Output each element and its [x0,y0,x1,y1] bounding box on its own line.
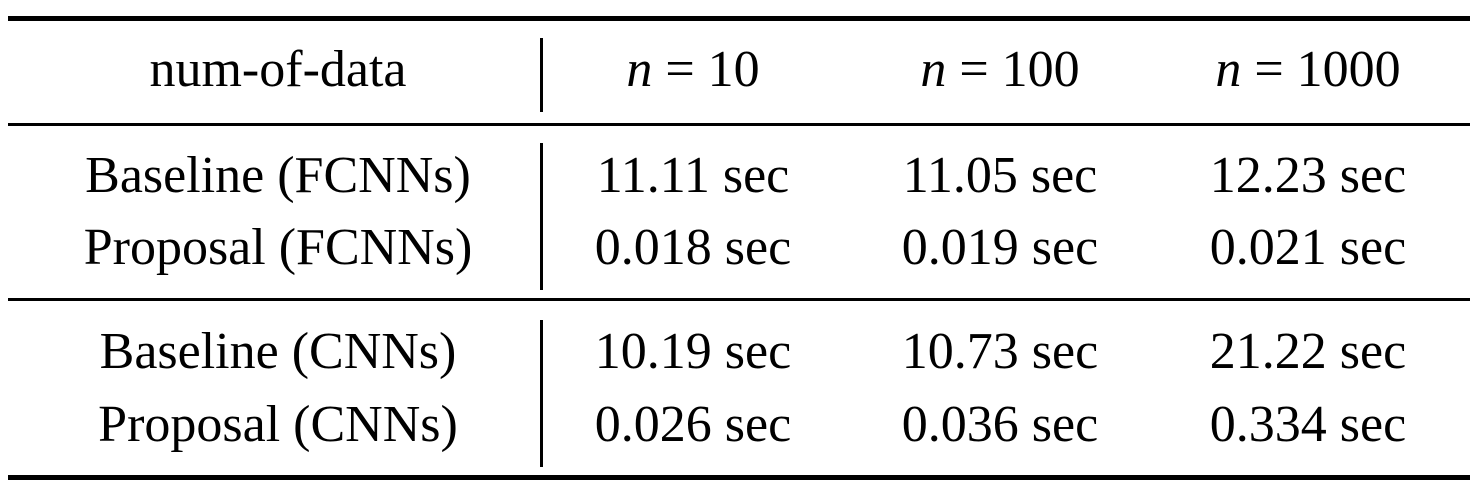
column-divider [540,143,543,290]
bottom-rule [8,475,1470,480]
header-cell: num-of-data [149,41,407,98]
header-cell: n = 1000 [1215,41,1401,98]
time-cell: 11.11 sec [596,147,790,204]
column-divider [540,38,543,112]
time-cell: 11.05 sec [902,147,1098,204]
time-cell: 0.018 sec [594,219,792,276]
time-cell: 0.334 sec [1209,396,1407,453]
column-divider [540,320,543,467]
time-cell: 0.019 sec [901,219,1099,276]
row-label: Baseline (CNNs) [99,323,457,380]
time-cell: 0.036 sec [901,396,1099,453]
time-cell: 10.73 sec [901,323,1099,380]
header-rule [8,123,1470,126]
header-cell: n = 100 [920,41,1080,98]
time-cell: 0.021 sec [1209,219,1407,276]
row-label: Proposal (FCNNs) [83,219,473,276]
top-rule [8,16,1470,21]
time-cell: 12.23 sec [1209,147,1407,204]
time-cell: 10.19 sec [594,323,792,380]
row-label: Baseline (FCNNs) [85,147,471,204]
row-label: Proposal (CNNs) [98,396,458,453]
time-cell: 21.22 sec [1209,323,1407,380]
time-cell: 0.026 sec [594,396,792,453]
group-rule [8,298,1470,301]
header-cell: n = 10 [626,41,760,98]
